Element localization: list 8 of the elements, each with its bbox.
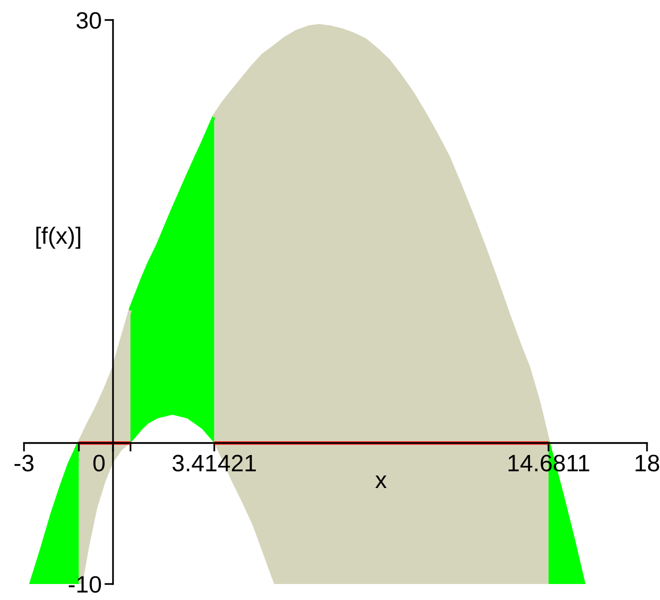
x-tick-label: -3 [14, 454, 34, 472]
x-axis-title: x [375, 476, 387, 488]
y-axis-title: [f(x)] [36, 226, 80, 249]
x-tick-label: 3.41421 [172, 454, 256, 472]
x-tick-label: 18 [636, 454, 660, 472]
y-tick-label: -10 [68, 576, 101, 593]
y-tick-label: 30 [76, 12, 101, 29]
x-tick-label: 0 [93, 454, 105, 472]
